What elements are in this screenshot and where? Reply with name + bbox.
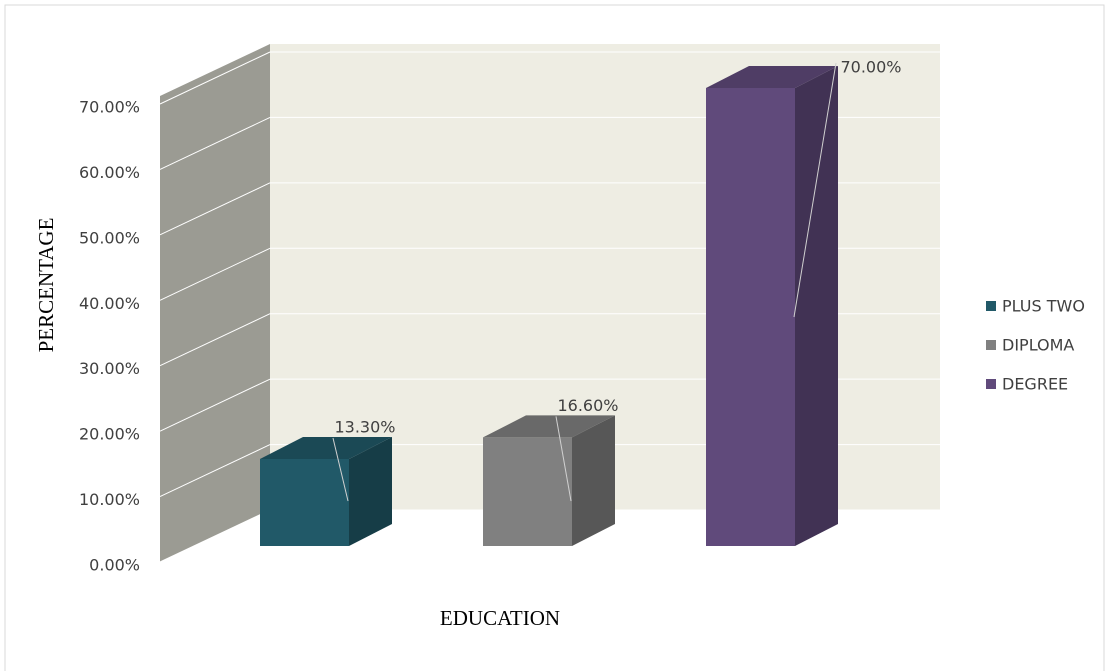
legend-label: DEGREE bbox=[1002, 375, 1068, 394]
y-tick-label: 20.00% bbox=[79, 425, 140, 444]
x-axis-title: EDUCATION bbox=[440, 606, 560, 630]
grid-line bbox=[159, 51, 271, 105]
leader-line bbox=[555, 416, 572, 502]
value-label: 70.00% bbox=[840, 58, 901, 77]
y-tick-label: 60.00% bbox=[79, 163, 140, 182]
legend-label: PLUS TWO bbox=[1002, 297, 1085, 316]
grid-line bbox=[159, 116, 271, 170]
leader-line bbox=[793, 62, 837, 318]
grid-line bbox=[159, 509, 271, 563]
y-axis-title: PERCENTAGE bbox=[34, 218, 58, 353]
y-tick-label: 40.00% bbox=[79, 294, 140, 313]
y-tick-label: 30.00% bbox=[79, 359, 140, 378]
bar-side bbox=[795, 66, 838, 546]
bar-side bbox=[572, 415, 615, 546]
side-wall bbox=[160, 44, 270, 562]
y-tick-label: 50.00% bbox=[79, 228, 140, 247]
bar bbox=[483, 437, 572, 546]
y-tick-label: 0.00% bbox=[89, 556, 140, 575]
legend-swatch bbox=[986, 379, 996, 389]
legend-swatch bbox=[986, 340, 996, 350]
bar-top bbox=[706, 66, 838, 88]
grid-line bbox=[159, 378, 271, 432]
grid-line bbox=[159, 247, 271, 301]
bar-top bbox=[483, 415, 615, 438]
bar-top bbox=[260, 436, 392, 459]
value-label: 13.30% bbox=[334, 417, 395, 436]
y-tick-label: 10.00% bbox=[79, 490, 140, 509]
legend-swatch bbox=[986, 301, 996, 311]
bar-side bbox=[349, 436, 392, 546]
legend-label: DIPLOMA bbox=[1002, 336, 1074, 355]
grid-line bbox=[159, 444, 271, 498]
bar bbox=[706, 88, 795, 546]
grid-line bbox=[159, 313, 271, 367]
bar bbox=[260, 458, 349, 546]
y-tick-label: 70.00% bbox=[79, 98, 140, 117]
value-label: 16.60% bbox=[557, 396, 618, 415]
grid-line bbox=[159, 182, 271, 236]
leader-line bbox=[332, 437, 349, 502]
